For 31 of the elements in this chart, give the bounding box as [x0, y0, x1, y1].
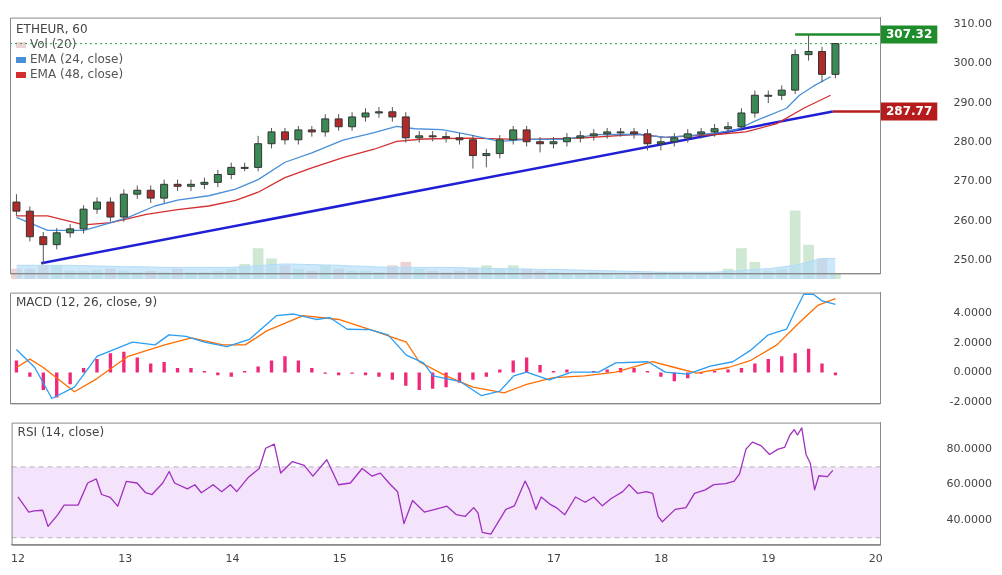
y-tick-label: 310.00 [953, 16, 992, 30]
y-tick-label: -2.0000 [949, 394, 992, 408]
x-tick-label: 15 [332, 552, 347, 566]
y-tick-label: 300.00 [953, 56, 992, 70]
x-tick-label: 16 [439, 552, 454, 566]
y-tick-label: 4.0000 [953, 306, 992, 320]
legend-label: EMA (24, close) [30, 52, 124, 67]
annotation: 307.32 [886, 26, 933, 41]
x-tick-label: 12 [11, 552, 26, 566]
x-tick-label: 14 [225, 552, 240, 566]
x-tick-label: 19 [761, 552, 776, 566]
chart-title: MACD (12, 26, close, 9) [16, 294, 158, 309]
x-tick-label: 17 [547, 552, 562, 566]
y-tick-label: 0.0000 [953, 365, 992, 379]
y-tick-label: 290.00 [953, 95, 992, 109]
y-tick-label: 260.00 [953, 213, 992, 227]
x-tick-label: 13 [118, 552, 133, 566]
y-tick-label: 80.0000 [946, 442, 992, 456]
legend-label: Vol (20) [30, 37, 77, 52]
y-tick-label: 250.00 [953, 253, 992, 267]
chart-title: RSI (14, close) [17, 424, 105, 439]
y-tick-label: 280.00 [953, 135, 992, 149]
annotation: 287.77 [886, 103, 933, 118]
y-tick-label: 40.0000 [946, 512, 992, 526]
y-tick-label: 270.00 [953, 174, 992, 188]
y-tick-label: 2.0000 [953, 335, 992, 349]
x-tick-label: 20 [868, 552, 883, 566]
y-tick-label: 60.0000 [946, 477, 992, 491]
legend-label: EMA (48, close) [30, 67, 124, 82]
x-tick-label: 18 [654, 552, 669, 566]
text: ETHEUR, 60 [16, 22, 88, 37]
